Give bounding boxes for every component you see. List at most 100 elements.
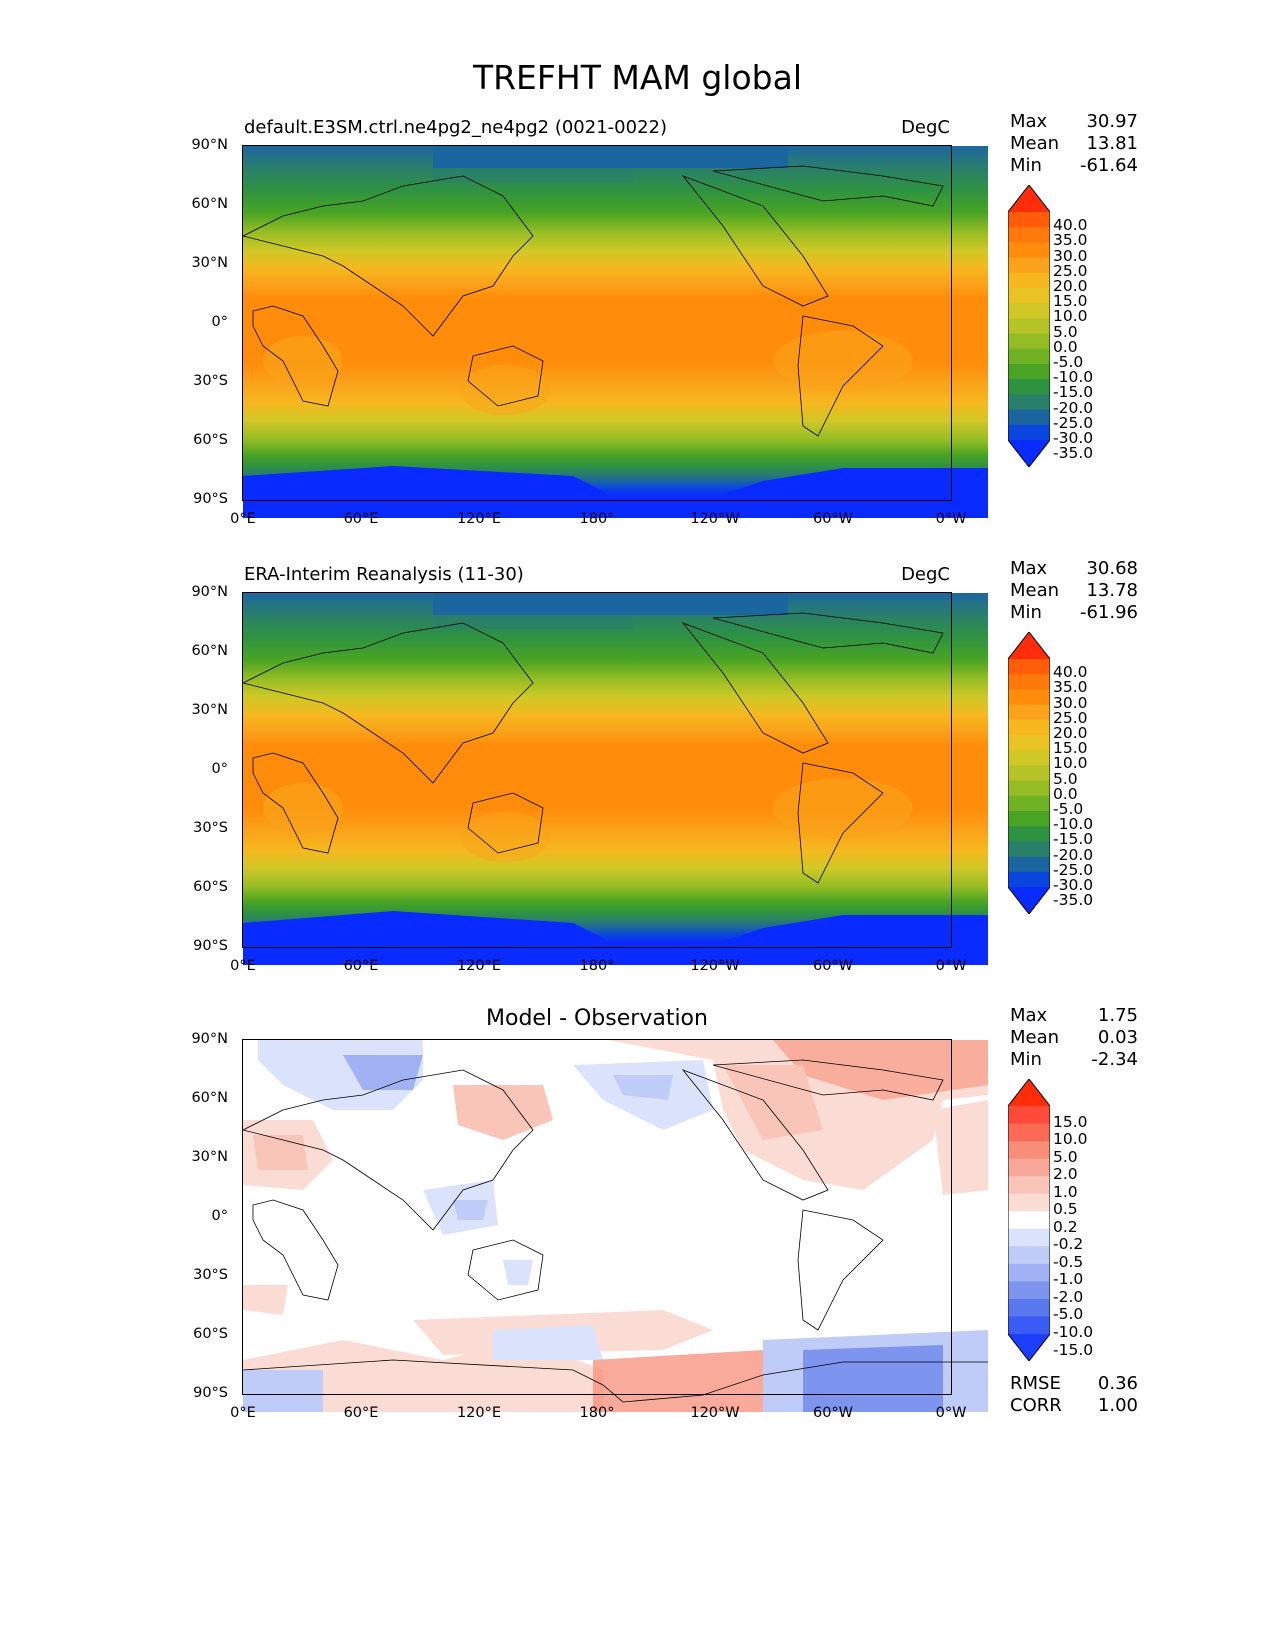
x-tick-label: 60°E	[343, 958, 379, 974]
colorbar-tick-label: 30.0	[1053, 693, 1088, 712]
colorbar-tick-label: -25.0	[1053, 860, 1094, 879]
x-tick-label: 120°E	[456, 511, 502, 527]
x-tick-label: 60°W	[812, 511, 854, 527]
x-tick-label: 180°	[579, 1405, 615, 1421]
y-tick-label: 30°S	[193, 820, 228, 836]
colorbar-segment	[1008, 1228, 1050, 1247]
colorbar-segment	[1008, 719, 1050, 736]
colorbar-tick-label: 25.0	[1053, 708, 1088, 727]
stat-label: Mean	[1010, 133, 1060, 154]
colorbar-segment	[1008, 1246, 1050, 1265]
model-temperature-map	[243, 146, 988, 518]
panel-title-left: ERA-Interim Reanalysis (11-30)	[244, 564, 524, 585]
stat-max: 30.68	[1086, 558, 1138, 579]
stat-mean: 13.81	[1086, 133, 1138, 154]
y-tick-label: 60°S	[193, 1326, 228, 1342]
stat-mean: 13.78	[1086, 580, 1138, 601]
x-tick-label: 180°	[579, 958, 615, 974]
colorbar	[1007, 1078, 1051, 1365]
colorbar-tick-label: -15.0	[1053, 383, 1094, 402]
colorbar-tick-label: -5.0	[1053, 353, 1084, 371]
colorbar-extend-min	[1008, 440, 1050, 467]
colorbar-tick-label: -20.0	[1053, 398, 1094, 417]
colorbar	[1007, 184, 1051, 471]
x-tick-label: 60°W	[812, 1405, 854, 1421]
panel-units: DegC	[901, 564, 950, 585]
colorbar-segment	[1008, 288, 1050, 304]
stat-label: Min	[1010, 155, 1042, 176]
stat-min: -61.64	[1079, 155, 1138, 176]
colorbar	[1007, 631, 1051, 918]
difference-map	[243, 1040, 988, 1412]
colorbar-tick-label: -20.0	[1053, 845, 1094, 864]
colorbar-tick-label: -30.0	[1053, 876, 1094, 894]
stat-label: Mean	[1010, 580, 1060, 601]
colorbar-svg	[1007, 1078, 1051, 1362]
stat-mean: 0.03	[1097, 1027, 1138, 1048]
y-tick-label: 60°N	[191, 196, 228, 212]
stat-label: Max	[1010, 1005, 1048, 1026]
panel-units: DegC	[901, 117, 950, 138]
x-tick-label: 180°	[579, 511, 615, 527]
colorbar-segment	[1008, 1123, 1050, 1142]
colorbar-extend-min	[1008, 887, 1050, 914]
colorbar-segment	[1008, 1106, 1050, 1125]
colorbar-segment	[1008, 1298, 1050, 1318]
colorbar-tick-label: 40.0	[1053, 663, 1088, 682]
y-tick-label: 30°N	[191, 1149, 228, 1165]
stat-max: 30.97	[1086, 111, 1138, 132]
metric-corr: 1.00	[1097, 1395, 1138, 1416]
colorbar-tick-label: 10.0	[1053, 1130, 1088, 1149]
colorbar-segment	[1008, 841, 1050, 858]
colorbar-segment	[1008, 1316, 1050, 1335]
colorbar-extend-max	[1008, 185, 1050, 212]
colorbar-segment	[1008, 257, 1050, 274]
x-tick-label: 120°E	[456, 1405, 502, 1421]
colorbar-segment	[1008, 871, 1050, 888]
colorbar-tick-label: 0.2	[1053, 1217, 1078, 1236]
y-tick-label: 90°N	[191, 137, 228, 153]
colorbar-segment	[1008, 364, 1050, 380]
colorbar-tick-label: 5.0	[1053, 1147, 1078, 1166]
stat-label: Min	[1010, 602, 1042, 623]
colorbar-segment	[1008, 856, 1050, 873]
colorbar-tick-label: -10.0	[1053, 1323, 1094, 1341]
colorbar-tick-label: 5.0	[1053, 769, 1078, 788]
colorbar-segment	[1008, 1176, 1050, 1195]
y-tick-label: 60°N	[191, 1090, 228, 1106]
colorbar-tick-label: 30.0	[1053, 246, 1088, 265]
y-tick-label: 90°S	[193, 1385, 228, 1401]
metric-label: CORR	[1010, 1395, 1062, 1416]
colorbar-segment	[1008, 409, 1050, 426]
figure-title: TREFHT MAM global	[472, 58, 803, 97]
x-tick-label: 0°W	[935, 511, 967, 527]
colorbar-tick-label: 40.0	[1053, 216, 1088, 235]
colorbar-tick-label: 15.0	[1053, 292, 1088, 311]
stat-label: Max	[1010, 111, 1048, 132]
colorbar-tick-label: 20.0	[1053, 724, 1088, 742]
colorbar-tick-label: 0.0	[1053, 337, 1078, 356]
y-tick-label: 90°S	[193, 938, 228, 954]
panel-title-left: default.E3SM.ctrl.ne4pg2_ne4pg2 (0021-00…	[244, 117, 667, 138]
stat-min: -2.34	[1091, 1049, 1138, 1070]
x-tick-label: 60°W	[812, 958, 854, 974]
metric-rmse: 0.36	[1097, 1373, 1138, 1394]
colorbar-segment	[1008, 704, 1050, 721]
colorbar-tick-label: 1.0	[1053, 1182, 1078, 1201]
colorbar-segment	[1008, 826, 1050, 842]
map-frame	[242, 145, 952, 501]
colorbar-segment	[1008, 780, 1050, 797]
y-tick-label: 30°N	[191, 255, 228, 271]
colorbar-tick-label: 25.0	[1053, 261, 1088, 280]
colorbar-tick-label: 15.0	[1053, 739, 1088, 758]
y-tick-label: 0°	[211, 1208, 228, 1224]
colorbar-svg	[1007, 631, 1051, 915]
colorbar-segment	[1008, 1158, 1050, 1177]
map-frame	[242, 592, 952, 948]
colorbar-segment	[1008, 242, 1050, 259]
colorbar-extend-min	[1008, 1334, 1050, 1361]
stat-label: Min	[1010, 1049, 1042, 1070]
y-tick-label: 90°N	[191, 584, 228, 600]
x-tick-label: 120°W	[690, 511, 740, 527]
stat-label: Mean	[1010, 1027, 1060, 1048]
